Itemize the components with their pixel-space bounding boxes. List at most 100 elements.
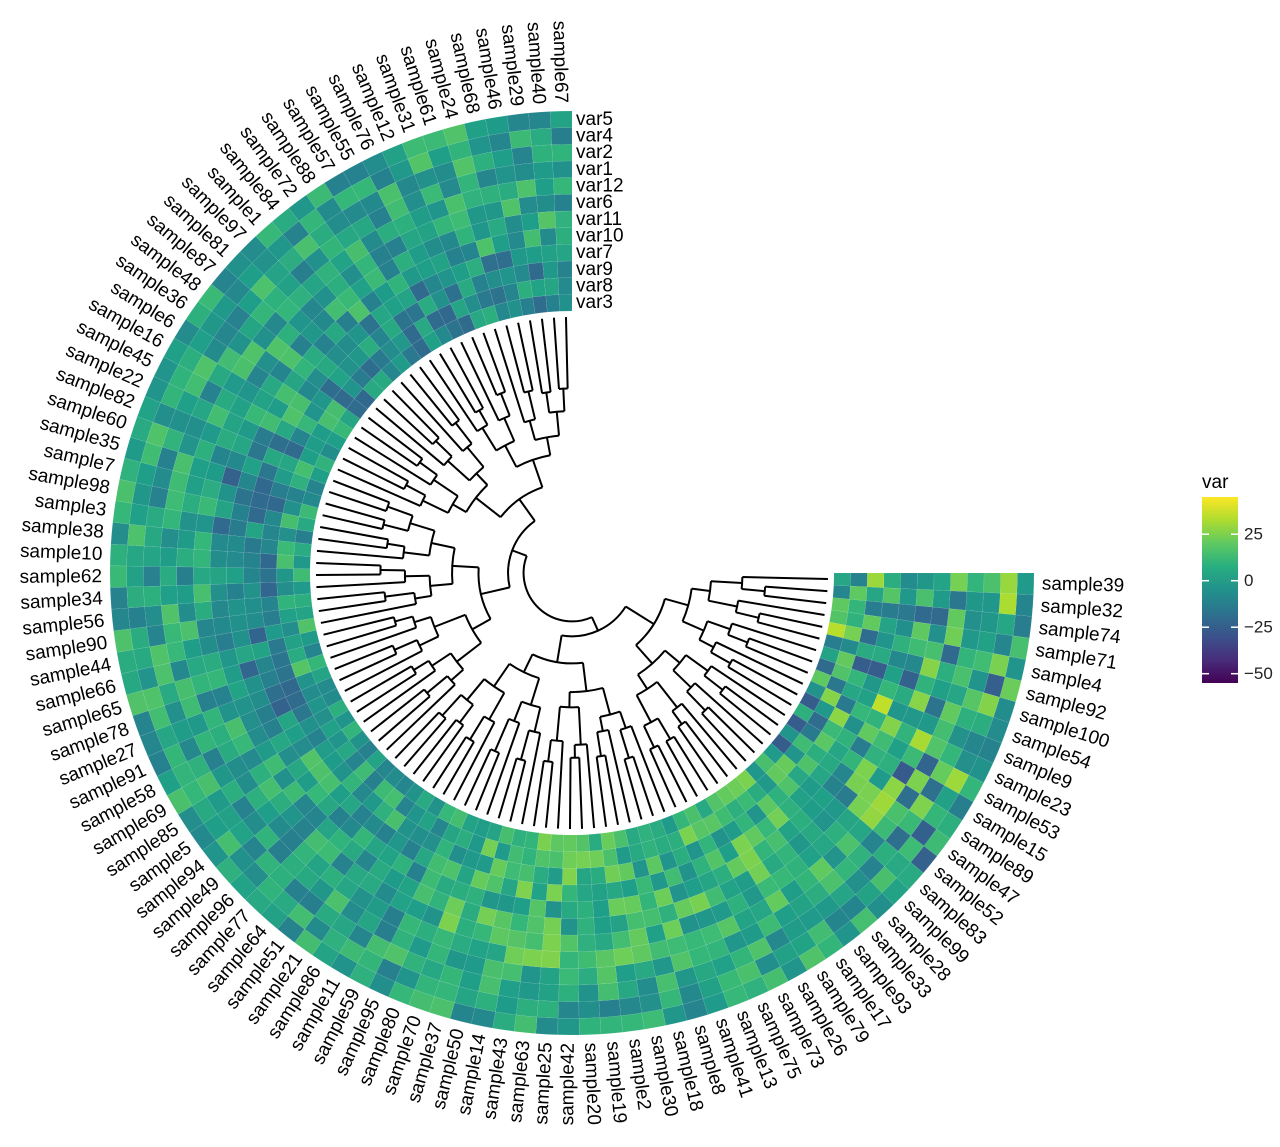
heatmap-cell: [786, 713, 808, 734]
dendrogram-arc: [569, 687, 604, 694]
heatmap-cell: [618, 996, 642, 1016]
dendrogram-arc: [550, 739, 563, 743]
heatmap-cell: [531, 144, 553, 164]
heatmap-cell: [506, 929, 527, 949]
heatmap-cell: [604, 864, 622, 884]
dendrogram-arc: [465, 484, 489, 513]
dendrogram-branch: [581, 662, 588, 692]
heatmap-cell: [437, 802, 458, 824]
heatmap-cell: [293, 555, 311, 570]
heatmap-cell: [600, 831, 616, 851]
dendrogram-branch: [625, 605, 655, 625]
heatmap-cell: [847, 599, 867, 615]
heatmap-cell: [883, 572, 901, 589]
dendrogram-branch: [522, 653, 534, 673]
heatmap-cell: [179, 620, 200, 642]
dendrogram-branch: [623, 759, 643, 820]
heatmap-cell: [159, 585, 179, 606]
heatmap-cell: [576, 850, 591, 869]
heatmap-cell: [558, 967, 579, 986]
heatmap-cell: [539, 966, 560, 986]
dendrogram-arc: [549, 410, 565, 414]
heatmap-cell: [144, 605, 164, 627]
dendrogram-branch: [555, 706, 561, 741]
heatmap-cell: [277, 594, 296, 611]
heatmap-cell: [176, 566, 194, 586]
dendrogram-branch: [596, 731, 602, 757]
variable-label: var9: [576, 259, 613, 280]
heatmap-cell: [538, 983, 560, 1002]
heatmap-cell: [545, 294, 560, 313]
dendrogram-branch: [456, 642, 482, 663]
dendrogram-branch: [731, 658, 798, 696]
heatmap-cell: [1012, 614, 1033, 639]
dendrogram-branch: [387, 505, 414, 517]
dendrogram-arc: [385, 539, 390, 549]
heatmap-cell: [261, 523, 281, 541]
dendrogram-arc: [483, 715, 495, 724]
heatmap-cell: [609, 913, 629, 934]
heatmap-cell: [110, 586, 129, 610]
heatmap-cell: [754, 752, 776, 774]
heatmap-cell: [109, 565, 128, 588]
dendrogram-branch: [727, 666, 792, 706]
dendrogram-branch: [632, 756, 654, 817]
heatmap-cell: [536, 194, 556, 213]
dendrogram-branch: [519, 730, 530, 760]
dendrogram-arc: [423, 688, 431, 698]
dendrogram-branch: [741, 588, 765, 593]
heatmap-cell: [473, 817, 492, 839]
dendrogram-branch: [545, 392, 551, 413]
heatmap-cell: [516, 179, 537, 199]
dendrogram-arc: [460, 694, 474, 706]
heatmap-cell: [932, 589, 951, 609]
heatmap-cell: [553, 194, 573, 212]
heatmap-cell: [143, 585, 162, 607]
dendrogram-branch: [460, 341, 500, 421]
heatmap-cell: [365, 749, 388, 771]
heatmap-cell: [620, 878, 639, 898]
dendrogram-branch: [765, 585, 828, 593]
heatmap-cell: [616, 979, 640, 1000]
heatmap-cell: [498, 978, 521, 999]
heatmap-cell: [159, 566, 178, 587]
heatmap-cell: [591, 882, 609, 902]
heatmap-cell: [963, 609, 983, 632]
heatmap-cell: [625, 910, 646, 931]
dendrogram-arc: [468, 466, 485, 482]
heatmap-cell: [528, 898, 547, 918]
heatmap-cell: [927, 623, 948, 645]
dendrogram-arc: [495, 440, 515, 452]
heatmap-cell: [348, 730, 371, 751]
dendrogram-branch: [433, 613, 466, 628]
heatmap-cell: [259, 553, 278, 569]
dendrogram-branch: [710, 651, 731, 665]
variable-label: var10: [576, 226, 624, 247]
heatmap-cell: [260, 595, 280, 613]
heatmap-cell: [527, 262, 545, 281]
heatmap-cell: [533, 161, 554, 180]
legend-title: var: [1202, 472, 1229, 493]
heatmap-cell: [293, 581, 312, 596]
heatmap-cell: [276, 581, 295, 597]
heatmap-cell: [515, 998, 539, 1018]
dendrogram-branch: [665, 740, 698, 797]
dendrogram-arc: [451, 419, 460, 427]
heatmap-cell: [193, 531, 213, 551]
variable-label: var3: [576, 292, 613, 313]
dendrogram-arc: [464, 614, 482, 644]
dendrogram-branch: [694, 682, 764, 745]
heatmap-cell: [607, 897, 627, 917]
heatmap-cell: [744, 760, 767, 783]
heatmap-cell: [212, 616, 233, 636]
heatmap-cell: [805, 680, 827, 700]
dendrogram-arc: [643, 717, 659, 727]
dendrogram-branch: [403, 717, 447, 768]
heatmap-cell: [522, 948, 543, 968]
dendrogram-branch: [531, 459, 544, 488]
heatmap-cell: [880, 602, 900, 620]
dendrogram-branch: [635, 644, 654, 665]
heatmap-cell: [215, 632, 236, 653]
heatmap-cell: [534, 177, 555, 197]
heatmap-cell: [598, 998, 622, 1018]
